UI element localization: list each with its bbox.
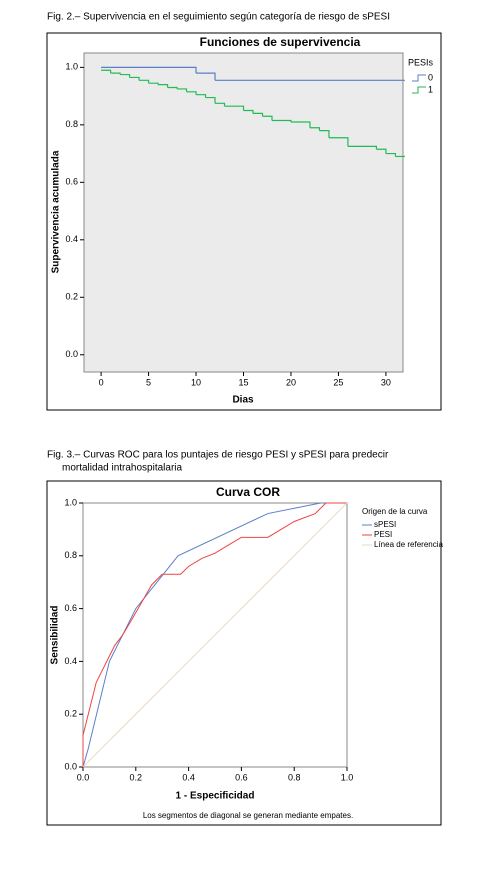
x-axis-title: 1 - Especificidad (176, 791, 255, 802)
y-tick-label: 0.6 (65, 177, 78, 187)
step-segment (129, 76, 140, 81)
step-segment (158, 84, 169, 88)
chart-title: Funciones de supervivencia (200, 35, 361, 49)
step-segment (196, 72, 216, 81)
y-tick-label: 0.4 (65, 234, 78, 244)
y-tick-label: 0.2 (65, 292, 78, 302)
y-axis-title: Supervivencia acumulada (51, 150, 62, 273)
legend-swatch (412, 86, 426, 94)
step-segment (290, 121, 311, 128)
x-tick-label: 10 (191, 377, 201, 387)
x-tick-label: 15 (238, 377, 248, 387)
x-tick-label: 0.8 (288, 772, 301, 782)
chart-title: Curva COR (216, 485, 280, 499)
legend-label: sPESI (374, 520, 396, 529)
legend-title: PESIs (408, 57, 434, 67)
x-tick-label: 20 (286, 377, 296, 387)
caption: Fig. 2.– Supervivencia en el seguimiento… (47, 12, 390, 23)
curve (82, 502, 348, 768)
step-segment (385, 152, 397, 157)
step-segment (252, 112, 264, 117)
x-tick-label: 0.2 (130, 772, 143, 782)
caption: mortalidad intrahospitalaria (62, 463, 183, 474)
step-segment (243, 109, 254, 114)
step-segment (110, 72, 121, 75)
y-tick-label: 0.0 (64, 761, 77, 771)
step-segment (224, 105, 245, 111)
chart-note: Los segmentos de diagonal se generan med… (143, 811, 353, 820)
x-axis-title: Dias (232, 395, 254, 406)
legend-label: 0 (428, 72, 433, 82)
y-axis-title: Sensibilidad (50, 606, 61, 665)
legend-label: Línea de referencia (374, 540, 443, 549)
legend-label: PESI (374, 530, 392, 539)
x-tick-label: 0 (99, 377, 104, 387)
step-segment (271, 119, 292, 122)
curve (82, 502, 347, 768)
y-tick-label: 0.8 (65, 119, 78, 129)
step-segment (309, 127, 321, 131)
y-tick-label: 0.6 (64, 603, 77, 613)
step-segment (139, 79, 150, 84)
y-tick-label: 0.0 (65, 349, 78, 359)
step-segment (262, 115, 273, 121)
plot-area (83, 52, 404, 373)
step-segment (376, 148, 387, 154)
x-tick-label: 1.0 (341, 772, 354, 782)
x-tick-label: 5 (146, 377, 151, 387)
x-tick-label: 0.4 (182, 772, 195, 782)
caption: Fig. 3.– Curvas ROC para los puntajes de… (47, 450, 389, 461)
y-tick-label: 0.2 (64, 709, 77, 719)
step-segment (120, 73, 131, 78)
step-segment (101, 69, 112, 74)
y-tick-label: 0.4 (64, 656, 77, 666)
x-tick-label: 0.0 (77, 772, 90, 782)
legend-title: Origen de la curva (362, 507, 428, 516)
step-segment (205, 96, 216, 104)
y-tick-label: 0.8 (64, 550, 77, 560)
step-segment (347, 145, 378, 150)
y-tick-label: 1.0 (65, 62, 78, 72)
step-segment (101, 66, 197, 74)
x-tick-label: 0.6 (235, 772, 248, 782)
legend-swatch (412, 74, 426, 82)
step-segment (196, 94, 207, 98)
curve (82, 502, 347, 767)
step-segment (215, 102, 226, 107)
step-segment (186, 91, 197, 95)
step-segment (177, 88, 188, 92)
y-tick-label: 1.0 (64, 497, 77, 507)
step-segment (328, 137, 349, 147)
x-tick-label: 30 (381, 377, 391, 387)
step-segment (319, 129, 330, 138)
legend-label: 1 (428, 84, 433, 94)
x-tick-label: 25 (333, 377, 343, 387)
